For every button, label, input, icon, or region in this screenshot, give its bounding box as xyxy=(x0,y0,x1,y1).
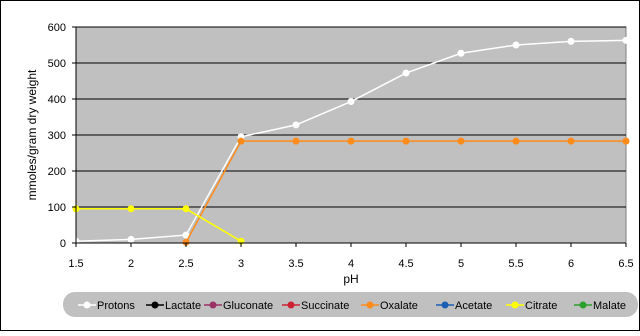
data-point-protons xyxy=(567,37,575,45)
legend-label: Citrate xyxy=(525,300,557,312)
x-tick-label: 5.5 xyxy=(508,258,523,270)
x-tick-label: 6.5 xyxy=(618,258,633,270)
legend-item-oxalate: Oxalate xyxy=(361,300,418,312)
legend-item-malate: Malate xyxy=(574,300,626,312)
legend-label: Succinate xyxy=(301,300,349,312)
data-point-oxalate xyxy=(512,137,520,145)
x-tick-label: 2.5 xyxy=(178,258,193,270)
data-point-oxalate xyxy=(567,137,575,145)
x-tick-label: 4.5 xyxy=(398,258,413,270)
axes: 0 100 200 300 400 500 600 1.5 2 2.5 3 3.5 4 4.5 5 5.5 6 6… xyxy=(48,22,634,270)
legend-swatch-marker xyxy=(511,301,519,309)
x-tick-label: 3 xyxy=(238,258,244,270)
y-axis-label: mmoles/gram dry weight xyxy=(25,69,39,200)
data-point-citrate xyxy=(127,205,135,213)
data-point-protons xyxy=(622,36,630,44)
gridlines xyxy=(76,26,626,208)
legend-label: Oxalate xyxy=(380,300,418,312)
x-tick-label: 4 xyxy=(348,258,354,270)
series-layer xyxy=(72,36,630,246)
data-point-oxalate xyxy=(182,238,190,246)
x-tick-label: 2 xyxy=(128,258,134,270)
data-point-oxalate xyxy=(457,137,465,145)
data-point-protons xyxy=(347,98,355,106)
data-point-oxalate xyxy=(402,137,410,145)
data-point-protons xyxy=(182,231,190,239)
legend-swatch-marker xyxy=(151,301,159,309)
data-point-oxalate xyxy=(292,137,300,145)
data-point-oxalate xyxy=(237,137,245,145)
data-point-protons xyxy=(402,69,410,77)
data-point-protons xyxy=(512,41,520,49)
data-point-oxalate xyxy=(347,137,355,145)
y-tick-label: 500 xyxy=(48,58,66,70)
legend-swatch-marker xyxy=(579,301,587,309)
legend-swatch-marker xyxy=(287,301,295,309)
legend: Protons Lactate Gluconate Succinate Oxalate A… xyxy=(63,292,638,317)
y-tick-label: 600 xyxy=(48,22,66,34)
y-tick-label: 400 xyxy=(48,94,66,106)
data-point-citrate xyxy=(182,205,190,213)
data-point-oxalate xyxy=(622,137,630,145)
x-tick-label: 1.5 xyxy=(68,258,83,270)
legend-item-protons: Protons xyxy=(78,300,135,312)
y-tick-label: 100 xyxy=(48,202,66,214)
legend-item-lactate: Lactate xyxy=(146,300,201,312)
legend-item-gluconate: Gluconate xyxy=(204,300,273,312)
legend-swatch-marker xyxy=(441,301,449,309)
x-tick-label: 3.5 xyxy=(288,258,303,270)
y-tick-label: 0 xyxy=(60,238,66,250)
legend-swatch-marker xyxy=(209,301,217,309)
series-oxalate xyxy=(182,137,630,246)
x-tick-label: 5 xyxy=(458,258,464,270)
data-point-protons xyxy=(457,49,465,57)
y-tick-label: 200 xyxy=(48,166,66,178)
legend-label: Malate xyxy=(593,300,626,312)
legend-swatch-marker xyxy=(83,301,91,309)
legend-label: Protons xyxy=(97,300,135,312)
y-tick-label: 300 xyxy=(48,130,66,142)
series-line-citrate xyxy=(76,208,242,242)
legend-item-acetate: Acetate xyxy=(436,300,492,312)
legend-background xyxy=(63,292,638,317)
legend-item-citrate: Citrate xyxy=(506,300,557,312)
legend-label: Gluconate xyxy=(223,300,273,312)
legend-swatch-marker xyxy=(366,301,374,309)
data-point-protons xyxy=(292,121,300,129)
legend-label: Lactate xyxy=(165,300,201,312)
x-axis-label: pH xyxy=(343,272,358,286)
legend-label: Acetate xyxy=(455,300,492,312)
data-point-protons xyxy=(127,235,135,243)
x-tick-label: 6 xyxy=(568,258,574,270)
legend-item-succinate: Succinate xyxy=(282,300,349,312)
